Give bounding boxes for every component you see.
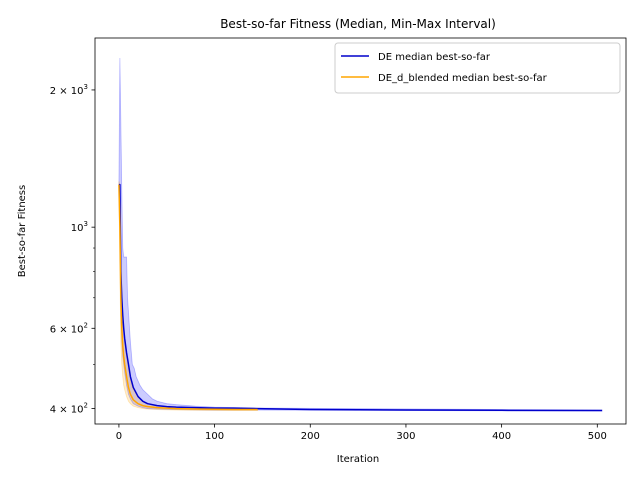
y-axis-label: Best-so-far Fitness (17, 185, 28, 277)
x-tick-label: 300 (396, 431, 415, 442)
y-tick-label: 6 × 102 (50, 321, 88, 335)
plot-area-frame (94, 37, 627, 425)
legend: DE median best-so-far DE_d_blended media… (334, 42, 621, 94)
x-tick-label: 100 (205, 431, 224, 442)
legend-label-de-d-blended: DE_d_blended median best-so-far (378, 73, 548, 84)
lines-layer (118, 183, 603, 412)
x-tick-label: 0 (116, 431, 122, 442)
legend-box (334, 42, 621, 94)
y-tick-label: 2 × 103 (50, 83, 88, 97)
x-axis-label: Iteration (337, 454, 379, 465)
x-tick-label: 500 (588, 431, 607, 442)
y-tick-label: 4 × 102 (50, 402, 88, 416)
y-tick-label: 103 (71, 220, 88, 234)
series-line-de-d-blended (118, 184, 258, 411)
y-axis: 4 × 102 6 × 102 103 2 × 103 (50, 83, 95, 416)
x-tick-label: 400 (492, 431, 511, 442)
series-line-de (118, 183, 603, 412)
x-axis: 0 100 200 300 400 500 (116, 424, 607, 442)
band-de (118, 58, 603, 412)
chart-title: Best-so-far Fitness (Median, Min-Max Int… (220, 17, 496, 31)
x-tick-label: 200 (301, 431, 320, 442)
legend-label-de: DE median best-so-far (378, 52, 491, 63)
